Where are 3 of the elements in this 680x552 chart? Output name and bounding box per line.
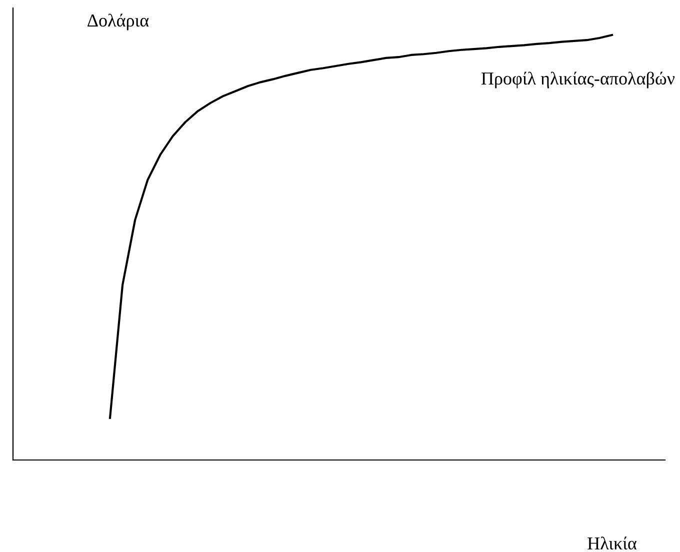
- y-axis-title: Δολάρια: [88, 14, 149, 30]
- series-label: Προφίλ ηλικίας-απολαβών: [481, 72, 675, 88]
- x-axis-title: Ηλικία: [588, 536, 637, 550]
